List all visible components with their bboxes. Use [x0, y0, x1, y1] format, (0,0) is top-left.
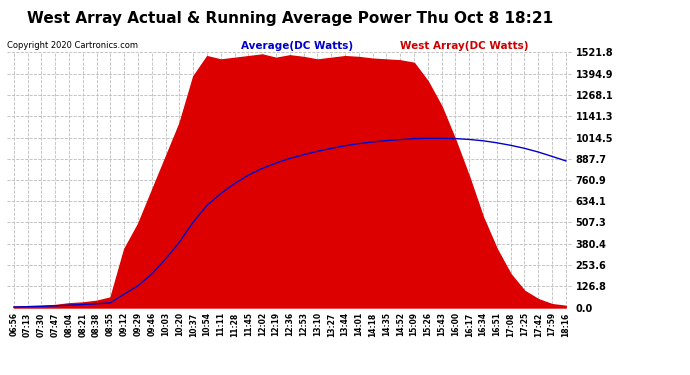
Text: West Array Actual & Running Average Power Thu Oct 8 18:21: West Array Actual & Running Average Powe… [27, 11, 553, 26]
Text: West Array(DC Watts): West Array(DC Watts) [400, 41, 529, 51]
Text: Average(DC Watts): Average(DC Watts) [241, 41, 353, 51]
Text: Copyright 2020 Cartronics.com: Copyright 2020 Cartronics.com [7, 41, 138, 50]
